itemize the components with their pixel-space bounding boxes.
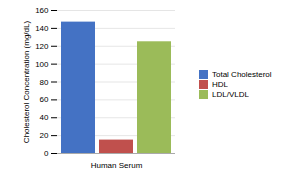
svg-text:140: 140 <box>35 24 49 33</box>
html-text:LDL/VLDL: LDL/VLDL <box>212 89 249 99</box>
svg-text:80: 80 <box>40 78 49 87</box>
svg-text:20: 20 <box>40 131 49 140</box>
svg-text:Human Serum: Human Serum <box>91 161 143 170</box>
svg-text:Cholesterol Concentration (mg/: Cholesterol Concentration (mg/dL) <box>22 21 31 144</box>
svg-text:120: 120 <box>35 42 49 51</box>
svg-text:100: 100 <box>35 60 49 69</box>
svg-text:40: 40 <box>40 113 49 122</box>
svg-text:160: 160 <box>35 6 49 15</box>
svg-text:60: 60 <box>40 95 49 104</box>
svg-text:0: 0 <box>44 149 49 158</box>
html-text:Total Cholesterol: Total Cholesterol <box>212 69 272 79</box>
html-text:HDL: HDL <box>212 79 228 89</box>
